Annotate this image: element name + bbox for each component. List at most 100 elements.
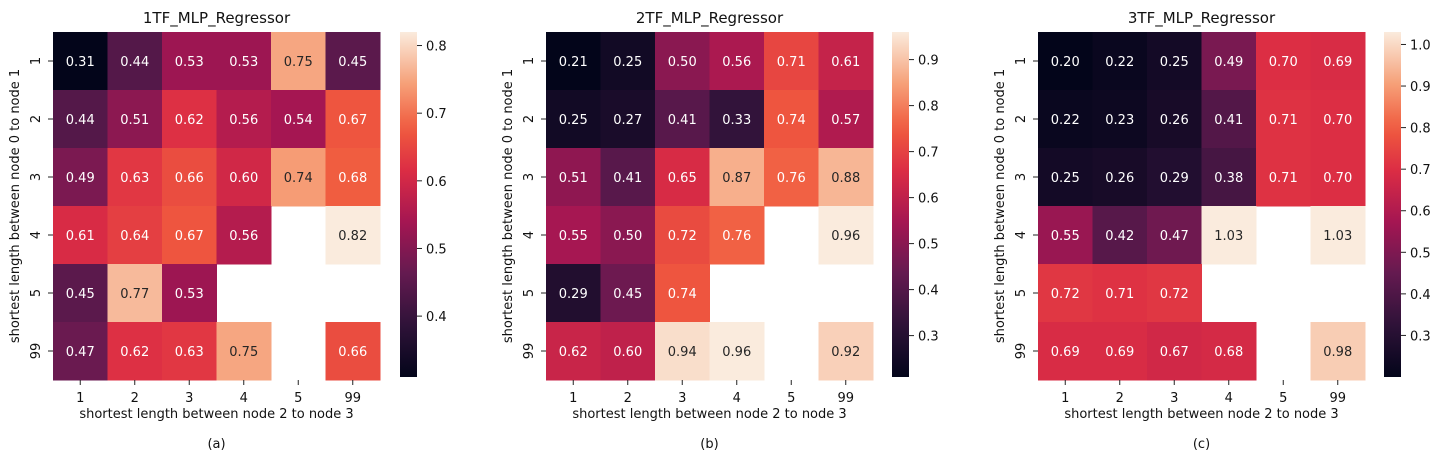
cell-value-label: 0.75 xyxy=(284,55,313,70)
cell-value-label: 0.67 xyxy=(1160,345,1189,360)
heatmap-cell xyxy=(1092,322,1148,381)
cell-value-label: 0.96 xyxy=(722,345,751,360)
heatmap-cell xyxy=(1310,322,1366,381)
colorbar-tick-label: 1.0 xyxy=(1410,38,1431,53)
cell-value-label: 0.50 xyxy=(668,55,697,70)
heatmap-cell xyxy=(655,322,710,381)
y-tick-label: 3 xyxy=(29,173,44,181)
heatmap-cell xyxy=(53,322,108,381)
heatmap-cell xyxy=(53,264,108,323)
heatmap-cell xyxy=(1147,32,1202,91)
cell-value-label: 0.62 xyxy=(559,345,588,360)
colorbar-tick-label: 0.6 xyxy=(1410,205,1431,220)
heatmap-cell xyxy=(818,322,874,381)
heatmap-cell xyxy=(818,206,874,265)
colorbar-tick-label: 0.8 xyxy=(426,40,447,55)
cell-value-label: 0.53 xyxy=(175,55,204,70)
panel-caption: (b) xyxy=(700,437,718,452)
y-tick-label: 4 xyxy=(1014,231,1029,239)
cell-value-label: 0.60 xyxy=(613,345,642,360)
cell-value-label: 0.54 xyxy=(284,113,313,128)
cell-value-label: 0.76 xyxy=(777,171,806,186)
y-tick-label: 5 xyxy=(29,289,44,297)
colorbar-tick-label: 0.5 xyxy=(1410,246,1431,261)
heatmap-cell xyxy=(216,32,272,91)
heatmap-cell xyxy=(271,148,326,207)
cell-value-label: 0.56 xyxy=(229,229,258,244)
cell-value-label: 0.25 xyxy=(613,55,642,70)
heatmap-cell xyxy=(818,90,874,149)
x-tick-label: 4 xyxy=(1225,391,1233,406)
cell-value-label: 0.64 xyxy=(120,229,149,244)
cell-value-label: 0.23 xyxy=(1105,113,1134,128)
cell-value-label: 0.41 xyxy=(668,113,697,128)
y-tick-label: 2 xyxy=(1014,115,1029,123)
cell-value-label: 0.44 xyxy=(66,113,95,128)
heatmap-cell xyxy=(1256,32,1311,91)
heatmap-cell xyxy=(546,148,601,207)
cell-value-label: 0.25 xyxy=(1160,55,1189,70)
cell-value-label: 0.74 xyxy=(668,287,697,302)
cell-value-label: 0.71 xyxy=(1269,113,1298,128)
y-tick-label: 99 xyxy=(522,343,537,360)
x-tick-label: 99 xyxy=(1329,391,1346,406)
cell-value-label: 0.72 xyxy=(668,229,697,244)
cell-value-label: 1.03 xyxy=(1323,229,1352,244)
heatmap-cell xyxy=(271,90,326,149)
heatmap-cell xyxy=(325,322,381,381)
heatmap-cell xyxy=(764,90,819,149)
colorbar-tick-label: 0.6 xyxy=(918,192,939,207)
heatmap-cell xyxy=(546,90,601,149)
heatmap-cell xyxy=(1147,148,1202,207)
chart-title: 1TF_MLP_Regressor xyxy=(143,9,291,28)
cell-value-label: 0.70 xyxy=(1323,171,1352,186)
cell-value-label: 0.71 xyxy=(1269,171,1298,186)
cell-value-label: 0.67 xyxy=(175,229,204,244)
x-tick-label: 3 xyxy=(678,391,686,406)
heatmap-cell xyxy=(271,32,326,91)
heatmap-cell xyxy=(216,90,272,149)
cell-value-label: 0.47 xyxy=(66,345,95,360)
colorbar-tick-label: 0.6 xyxy=(426,175,447,190)
x-tick-label: 4 xyxy=(240,391,248,406)
heatmap-cell xyxy=(1147,322,1202,381)
y-tick-label: 4 xyxy=(29,231,44,239)
colorbar xyxy=(892,32,909,377)
cell-value-label: 0.47 xyxy=(1160,229,1189,244)
heatmap-cell xyxy=(818,32,874,91)
x-tick-label: 3 xyxy=(1170,391,1178,406)
heatmap-cell xyxy=(325,148,381,207)
heatmap-cell xyxy=(655,206,710,265)
heatmap-cell xyxy=(1038,322,1093,381)
cell-value-label: 0.31 xyxy=(66,55,95,70)
cell-value-label: 0.62 xyxy=(175,113,204,128)
panel-caption: (a) xyxy=(207,437,225,452)
heatmap-cell xyxy=(216,206,272,265)
cell-value-label: 0.69 xyxy=(1323,55,1352,70)
colorbar-tick-label: 0.3 xyxy=(918,330,939,345)
heatmap-cell xyxy=(655,32,710,91)
cell-value-label: 0.77 xyxy=(120,287,149,302)
cell-value-label: 0.38 xyxy=(1214,171,1243,186)
heatmap-cell xyxy=(325,206,381,265)
cell-value-label: 0.51 xyxy=(120,113,149,128)
heatmap-cell xyxy=(1038,90,1093,149)
y-axis-label: shortest length between node 0 to node 1 xyxy=(8,69,23,343)
cell-value-label: 0.50 xyxy=(613,229,642,244)
heatmap-cell xyxy=(600,148,656,207)
heatmap-cell xyxy=(709,322,765,381)
cell-value-label: 0.62 xyxy=(120,345,149,360)
y-tick-label: 3 xyxy=(522,173,537,181)
cell-value-label: 0.74 xyxy=(777,113,806,128)
x-tick-label: 2 xyxy=(624,391,632,406)
y-tick-label: 3 xyxy=(1014,173,1029,181)
cell-value-label: 0.29 xyxy=(559,287,588,302)
cell-value-label: 0.65 xyxy=(668,171,697,186)
cell-value-label: 0.41 xyxy=(1214,113,1243,128)
colorbar-tick-label: 0.9 xyxy=(918,54,939,69)
cell-value-label: 0.67 xyxy=(338,113,367,128)
heatmap-cell xyxy=(655,90,710,149)
cell-value-label: 0.41 xyxy=(613,171,642,186)
cell-value-label: 0.87 xyxy=(722,171,751,186)
